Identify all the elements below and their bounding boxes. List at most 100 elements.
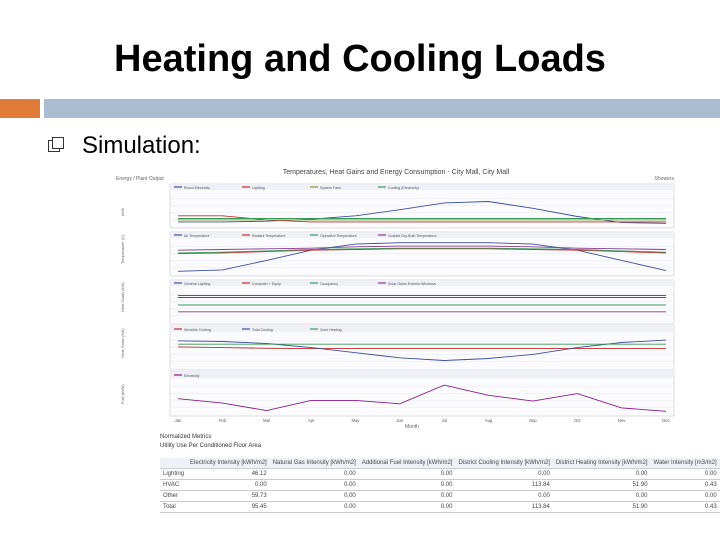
table-cell: 0.00	[650, 490, 720, 502]
chart-panel: General Lighting Computer + Equip Occupanc…	[120, 279, 675, 325]
table-header-cell: District Cooling Intensity [kWh/m2]	[455, 458, 553, 469]
table-cell: 0.00	[269, 501, 359, 513]
chart-panel: Sensible Cooling Total Cooling Zone Heatin…	[120, 325, 675, 371]
table-cell: 0.00	[455, 468, 553, 480]
table-cell: 0.00	[552, 490, 651, 502]
series-line	[178, 201, 667, 224]
legend-label: Total Cooling	[252, 328, 273, 332]
x-tick-label: Sep	[529, 418, 537, 423]
table-header-cell: Natural Gas Intensity [kWh/m2]	[269, 458, 359, 469]
table-cell: Total	[160, 501, 188, 513]
table-header-cell: Water Intensity [m3/m2]	[650, 458, 720, 469]
x-tick-label: Jan	[175, 418, 182, 423]
table-cell: 113.84	[455, 501, 553, 513]
x-tick-label: Jul	[442, 418, 447, 423]
x-tick-label: Jun	[396, 418, 403, 423]
y-axis-label: kWh	[120, 208, 125, 216]
series-line	[177, 384, 667, 412]
table-cell: 0.00	[187, 479, 270, 491]
table-cell: 0.00	[358, 501, 456, 513]
report-right-label: Showers	[655, 176, 675, 182]
panel-frame	[169, 231, 675, 277]
series-line	[177, 242, 667, 272]
legend-label: Sensible Cooling	[184, 328, 211, 332]
report-left-label: Energy / Plant Output	[116, 176, 164, 182]
series-line	[177, 339, 667, 361]
table-cell: Lighting	[160, 468, 188, 480]
x-axis-label: Month	[405, 424, 419, 430]
legend-label: System Fans	[320, 186, 341, 190]
slide-title: Heating and Cooling Loads	[114, 38, 606, 80]
table-cell: 0.43	[650, 479, 720, 491]
legend-label: Outside Dry-Bulb Temperature	[388, 234, 436, 238]
table-row: Total 95.45 0.00 0.00 113.84 51.90 0.43	[160, 501, 720, 513]
table-header-cell: Electricity Intensity [kWh/m2]	[187, 458, 270, 469]
legend-label: Cooling (Electricity)	[388, 186, 419, 190]
title-accent-blue	[44, 99, 720, 118]
bullet-icon	[48, 137, 64, 152]
table-header-cell: Additional Fuel Intensity [kWh/m2]	[358, 458, 456, 469]
x-tick-label: Aug	[485, 418, 493, 423]
legend-label: Zone Heating	[320, 328, 342, 332]
table-row: HVAC 0.00 0.00 0.00 113.84 51.90 0.43	[160, 479, 720, 491]
table-header-cell	[160, 458, 188, 469]
series-line	[178, 215, 666, 223]
bullet-text: Simulation:	[82, 132, 201, 159]
legend-label: Electricity	[184, 374, 200, 378]
table-cell: 0.00	[269, 479, 359, 491]
table-subheader: Utility Use Per Conditioned Floor Area	[160, 443, 262, 449]
table-header-cell: District Heating Intensity [kWh/m2]	[552, 458, 651, 469]
title-accent-orange	[0, 99, 40, 118]
y-axis-label: Temperature (C)	[120, 234, 125, 264]
table-header: Normalized Metrics	[160, 434, 212, 440]
legend-strip	[170, 280, 674, 286]
table-cell: 0.43	[650, 501, 720, 513]
series-line	[177, 346, 666, 350]
table-cell: 0.00	[650, 468, 720, 480]
table-cell: 0.00	[269, 490, 359, 502]
x-tick-label: Apr	[308, 418, 315, 423]
legend-label: Radiant Temperature	[252, 234, 286, 238]
table-cell: 51.90	[552, 501, 651, 513]
chart-panel: Air Temperature Radiant Temperature Operat…	[120, 231, 675, 277]
x-tick-label: Oct	[574, 418, 581, 423]
chart-panel: Room Electricity Lighting System Fans Cooli…	[120, 183, 675, 229]
legend-label: Room Electricity	[184, 186, 210, 190]
table-cell: HVAC	[160, 479, 188, 491]
series-line	[177, 248, 667, 255]
x-tick-label: Mar	[263, 418, 271, 423]
table-cell: 0.00	[269, 468, 359, 480]
table-cell: 95.45	[187, 501, 270, 513]
table-cell: 0.00	[455, 490, 553, 502]
table-cell: 51.90	[552, 479, 651, 491]
table-row: Other 59.73 0.00 0.00 0.00 0.00 0.00	[160, 490, 720, 502]
bullet-row: Simulation:	[48, 132, 201, 160]
metrics-table: Electricity Intensity [kWh/m2] Natural Ga…	[160, 458, 720, 513]
table-cell: 113.84	[455, 479, 553, 491]
x-tick-label: Feb	[219, 418, 227, 423]
y-axis-label: Heat Gains (kW)	[120, 328, 125, 358]
legend-label: Operative Temperature	[320, 234, 357, 238]
legend-label: Air Temperature	[184, 234, 210, 238]
legend-strip	[170, 326, 674, 332]
panel-frame	[169, 279, 675, 325]
table-cell: 59.73	[187, 490, 270, 502]
x-tick-label: Nov	[618, 418, 626, 423]
x-tick-label: Dec	[662, 418, 669, 423]
legend-strip	[170, 232, 674, 238]
table-row: Lighting 46.12 0.00 0.00 0.00 0.00 0.00	[160, 468, 720, 480]
series-line	[177, 245, 667, 251]
legend-strip	[170, 184, 674, 190]
chart-panel: Electricity Fuel (kWh)	[120, 371, 675, 417]
report-title: Temperatures, Heat Gains and Energy Cons…	[283, 169, 510, 176]
table-cell: 0.00	[358, 490, 456, 502]
table-cell: 0.00	[552, 468, 651, 480]
legend-label: General Lighting	[184, 282, 210, 286]
y-axis-label: Fuel (kWh)	[120, 384, 125, 404]
legend-label: Occupancy	[320, 282, 338, 286]
legend-label: Lighting	[252, 186, 265, 190]
y-axis-label: Heat Gains (kW)	[120, 282, 125, 312]
series-line	[177, 247, 667, 254]
legend-label: Computer + Equip	[252, 282, 281, 286]
table-cell: 0.00	[358, 468, 456, 480]
